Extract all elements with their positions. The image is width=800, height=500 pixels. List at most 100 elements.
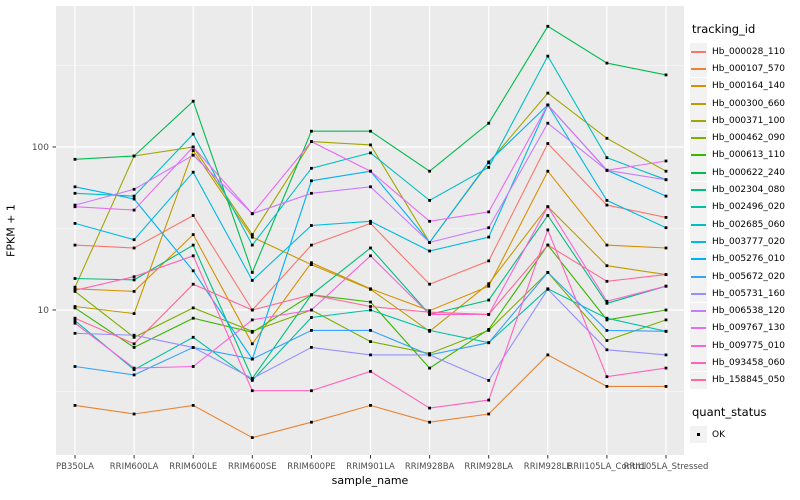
- x-axis-title: sample_name: [331, 474, 409, 487]
- legend-key-line: [691, 67, 706, 70]
- data-point: [605, 318, 609, 322]
- data-point: [664, 284, 668, 288]
- legend-entry-Hb_000300_660: Hb_000300_660: [690, 95, 800, 113]
- data-point: [250, 436, 254, 439]
- legend-entry-Hb_000107_570: Hb_000107_570: [690, 60, 800, 78]
- y-tick-label: 100: [32, 143, 49, 153]
- data-point: [191, 170, 195, 174]
- data-point: [605, 329, 609, 332]
- legend-entry-label: Hb_002685_060: [712, 219, 786, 230]
- data-point: [132, 290, 136, 293]
- data-point: [132, 366, 136, 370]
- data-point: [73, 306, 77, 310]
- data-point: [605, 264, 609, 268]
- data-point: [191, 145, 195, 149]
- legend-key-line: [691, 379, 706, 382]
- data-point: [250, 389, 254, 393]
- data-point: [546, 271, 550, 274]
- data-point: [310, 191, 313, 195]
- data-point: [250, 243, 254, 247]
- data-point: [605, 279, 609, 283]
- legend-entry-Hb_158845_050: Hb_158845_050: [690, 371, 800, 389]
- data-point: [191, 346, 195, 349]
- legend-entry-Hb_000622_240: Hb_000622_240: [690, 164, 800, 182]
- data-point: [605, 348, 609, 352]
- data-point: [546, 121, 550, 125]
- data-point: [605, 203, 609, 207]
- legend-entry-label: Hb_002304_080: [712, 185, 786, 196]
- legend-entry-label: Hb_005731_160: [712, 288, 786, 299]
- data-point: [132, 154, 136, 158]
- x-tick-label: RRII105LA_Control: [568, 462, 647, 472]
- data-point: [605, 168, 609, 172]
- data-point: [428, 309, 431, 313]
- data-point: [487, 166, 491, 169]
- legend-key-swatch: [690, 302, 707, 320]
- legend-key-line: [691, 275, 706, 278]
- data-point: [73, 205, 77, 209]
- legend-key-line: [691, 154, 706, 157]
- x-tick-label: RRIM901LA: [346, 462, 395, 472]
- data-point: [664, 353, 668, 357]
- legend-key-swatch: [690, 337, 707, 355]
- legend-entry-label: Hb_000028_110: [712, 46, 786, 57]
- data-point: [73, 404, 77, 407]
- data-point: [664, 178, 668, 182]
- data-point: [487, 341, 491, 345]
- legend-entry-Hb_000462_090: Hb_000462_090: [690, 129, 800, 147]
- data-point: [250, 233, 254, 236]
- data-point: [487, 282, 491, 286]
- data-point: [605, 61, 609, 65]
- data-point: [487, 160, 491, 164]
- legend-entry-label: Hb_158845_050: [712, 375, 786, 386]
- data-point: [546, 142, 550, 145]
- data-point: [132, 346, 136, 349]
- data-point: [250, 330, 254, 334]
- data-point: [369, 185, 372, 189]
- data-point: [191, 335, 195, 339]
- data-point: [369, 404, 372, 407]
- data-point: [191, 269, 195, 273]
- black-square-point-icon: [697, 433, 700, 437]
- data-point: [428, 353, 431, 357]
- data-point: [191, 282, 195, 286]
- legend-entry-Hb_002496_020: Hb_002496_020: [690, 198, 800, 216]
- legend-entry-Hb_000028_110: Hb_000028_110: [690, 43, 800, 61]
- data-point: [310, 166, 313, 170]
- legend-key-swatch: [690, 285, 707, 303]
- data-point: [428, 406, 431, 410]
- data-point: [310, 420, 313, 424]
- legend-entry-Hb_000613_110: Hb_000613_110: [690, 146, 800, 164]
- data-point: [664, 318, 668, 322]
- legend-entry-quant-OK: OK: [690, 426, 800, 444]
- data-point: [250, 377, 254, 380]
- data-point: [664, 169, 668, 173]
- data-point: [132, 187, 136, 191]
- legend-entry-label: Hb_003777_020: [712, 236, 786, 247]
- legend-entry-label: Hb_009767_130: [712, 323, 786, 334]
- data-point: [73, 287, 77, 291]
- legend-quant-entries: OK: [690, 426, 800, 444]
- data-point: [250, 271, 254, 274]
- data-point: [310, 243, 313, 247]
- legend-key-line: [691, 189, 706, 192]
- legend-key-swatch: [690, 268, 707, 285]
- legend-title-tracking-id: tracking_id: [692, 22, 756, 36]
- legend-entry-label: Hb_009775_010: [712, 340, 786, 351]
- data-point: [191, 214, 195, 217]
- legend-key-line: [691, 206, 706, 209]
- data-point: [428, 282, 431, 286]
- data-point: [487, 210, 491, 214]
- data-point: [428, 199, 431, 202]
- legend-key-line: [691, 240, 706, 243]
- legend-entry-label: Hb_093458_060: [712, 357, 786, 368]
- data-point: [132, 208, 136, 212]
- data-point: [664, 159, 668, 163]
- data-point: [73, 203, 77, 207]
- x-tick-label: RRIM928LE: [524, 462, 572, 472]
- data-point: [369, 246, 372, 250]
- legend-entry-label: Hb_000164_140: [712, 81, 786, 92]
- data-point: [369, 353, 372, 357]
- data-point: [664, 273, 668, 276]
- legend-key-swatch: [690, 319, 707, 337]
